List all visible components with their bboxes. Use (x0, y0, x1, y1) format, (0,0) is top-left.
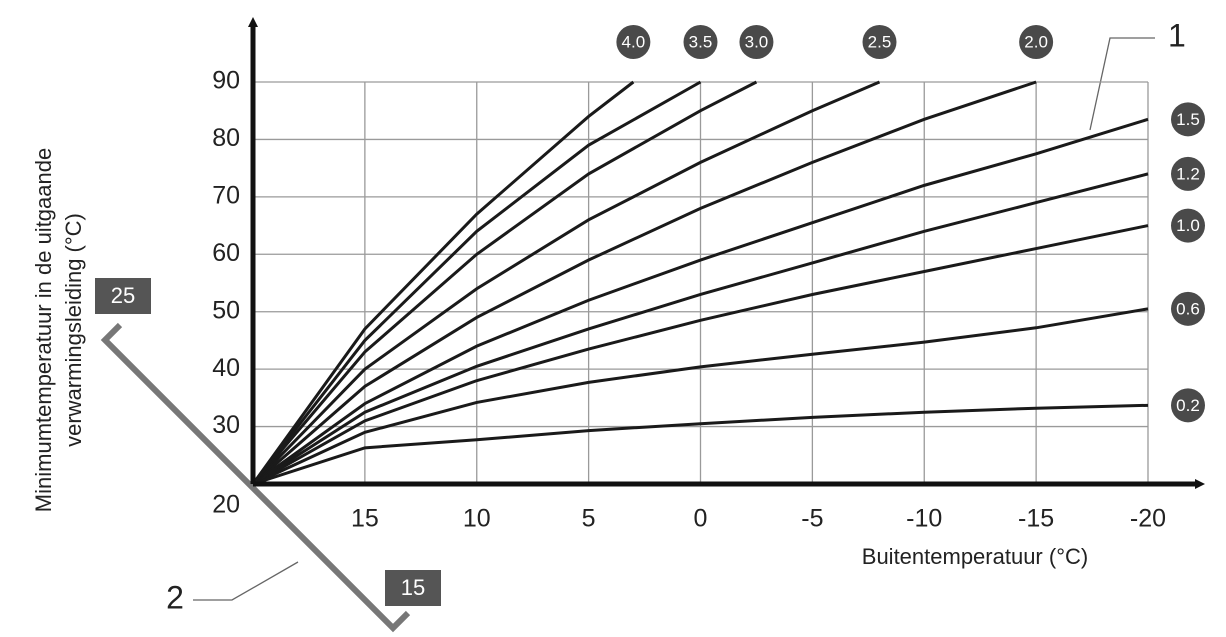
y-tick-label: 30 (212, 411, 240, 439)
curve-badge (1171, 156, 1205, 191)
y-tick-label: 40 (212, 354, 240, 382)
bracket-label: 25 (111, 283, 135, 308)
leader-line (193, 561, 299, 601)
curve-badge (1171, 102, 1205, 137)
y-tick-label: 70 (212, 181, 240, 209)
curve-badge (1171, 388, 1205, 423)
curve-label: 1.0 (1176, 216, 1200, 235)
curve (251, 80, 702, 485)
curve (251, 80, 758, 485)
curve-badge (739, 25, 774, 59)
curve-label: 3.0 (745, 32, 769, 51)
x-tick-label: -10 (906, 505, 942, 533)
leader-line (1089, 37, 1155, 131)
y-axis-title: Minimumtemperatuur in de uitgaande (31, 148, 56, 512)
y-tick-label: 90 (212, 67, 240, 95)
curve (251, 80, 881, 486)
curve (252, 80, 1037, 486)
annotation: 2 (166, 579, 184, 615)
y-tick-label: 60 (212, 239, 240, 267)
bracket-box (385, 570, 441, 606)
x-tick-label: 10 (463, 505, 491, 533)
x-axis-title: Buitentemperatuur (°C) (862, 544, 1088, 569)
curve (252, 117, 1149, 486)
bracket-box (95, 278, 151, 314)
curve-label: 0.2 (1176, 396, 1200, 415)
x-tick-label: -15 (1018, 505, 1054, 533)
curve-label: 2.0 (1024, 32, 1048, 51)
curve-badge (1171, 291, 1205, 326)
curve-badge (616, 25, 651, 59)
y-tick-label: 80 (212, 124, 240, 152)
x-tick-label: 0 (694, 505, 708, 533)
curve (252, 403, 1149, 486)
x-tick-label: 5 (582, 505, 596, 533)
curve-badge (683, 25, 718, 59)
y-axis-title: verwarmingsleiding (°C) (61, 213, 86, 447)
x-tick-label: -5 (801, 505, 823, 533)
curve-badge (1019, 25, 1054, 59)
bracket (100, 322, 411, 633)
y-tick-label: 20 (212, 491, 240, 519)
annotation: 1 (1168, 17, 1186, 53)
curve-badge (862, 25, 897, 59)
curve-label: 4.0 (622, 32, 646, 51)
curve-label: 2.5 (868, 32, 892, 51)
y-tick-label: 50 (212, 296, 240, 324)
x-tick-label: -20 (1130, 505, 1166, 533)
curve (251, 80, 635, 485)
curve (252, 172, 1149, 486)
curve-label: 1.2 (1176, 164, 1200, 183)
x-tick-label: 15 (351, 505, 379, 533)
curve (252, 224, 1149, 486)
curve-label: 3.5 (689, 32, 713, 51)
curve (252, 307, 1149, 486)
bracket-label: 15 (401, 575, 425, 600)
curve-label: 1.5 (1176, 110, 1200, 129)
curve-badge (1171, 208, 1205, 243)
curve-label: 0.6 (1176, 299, 1200, 318)
